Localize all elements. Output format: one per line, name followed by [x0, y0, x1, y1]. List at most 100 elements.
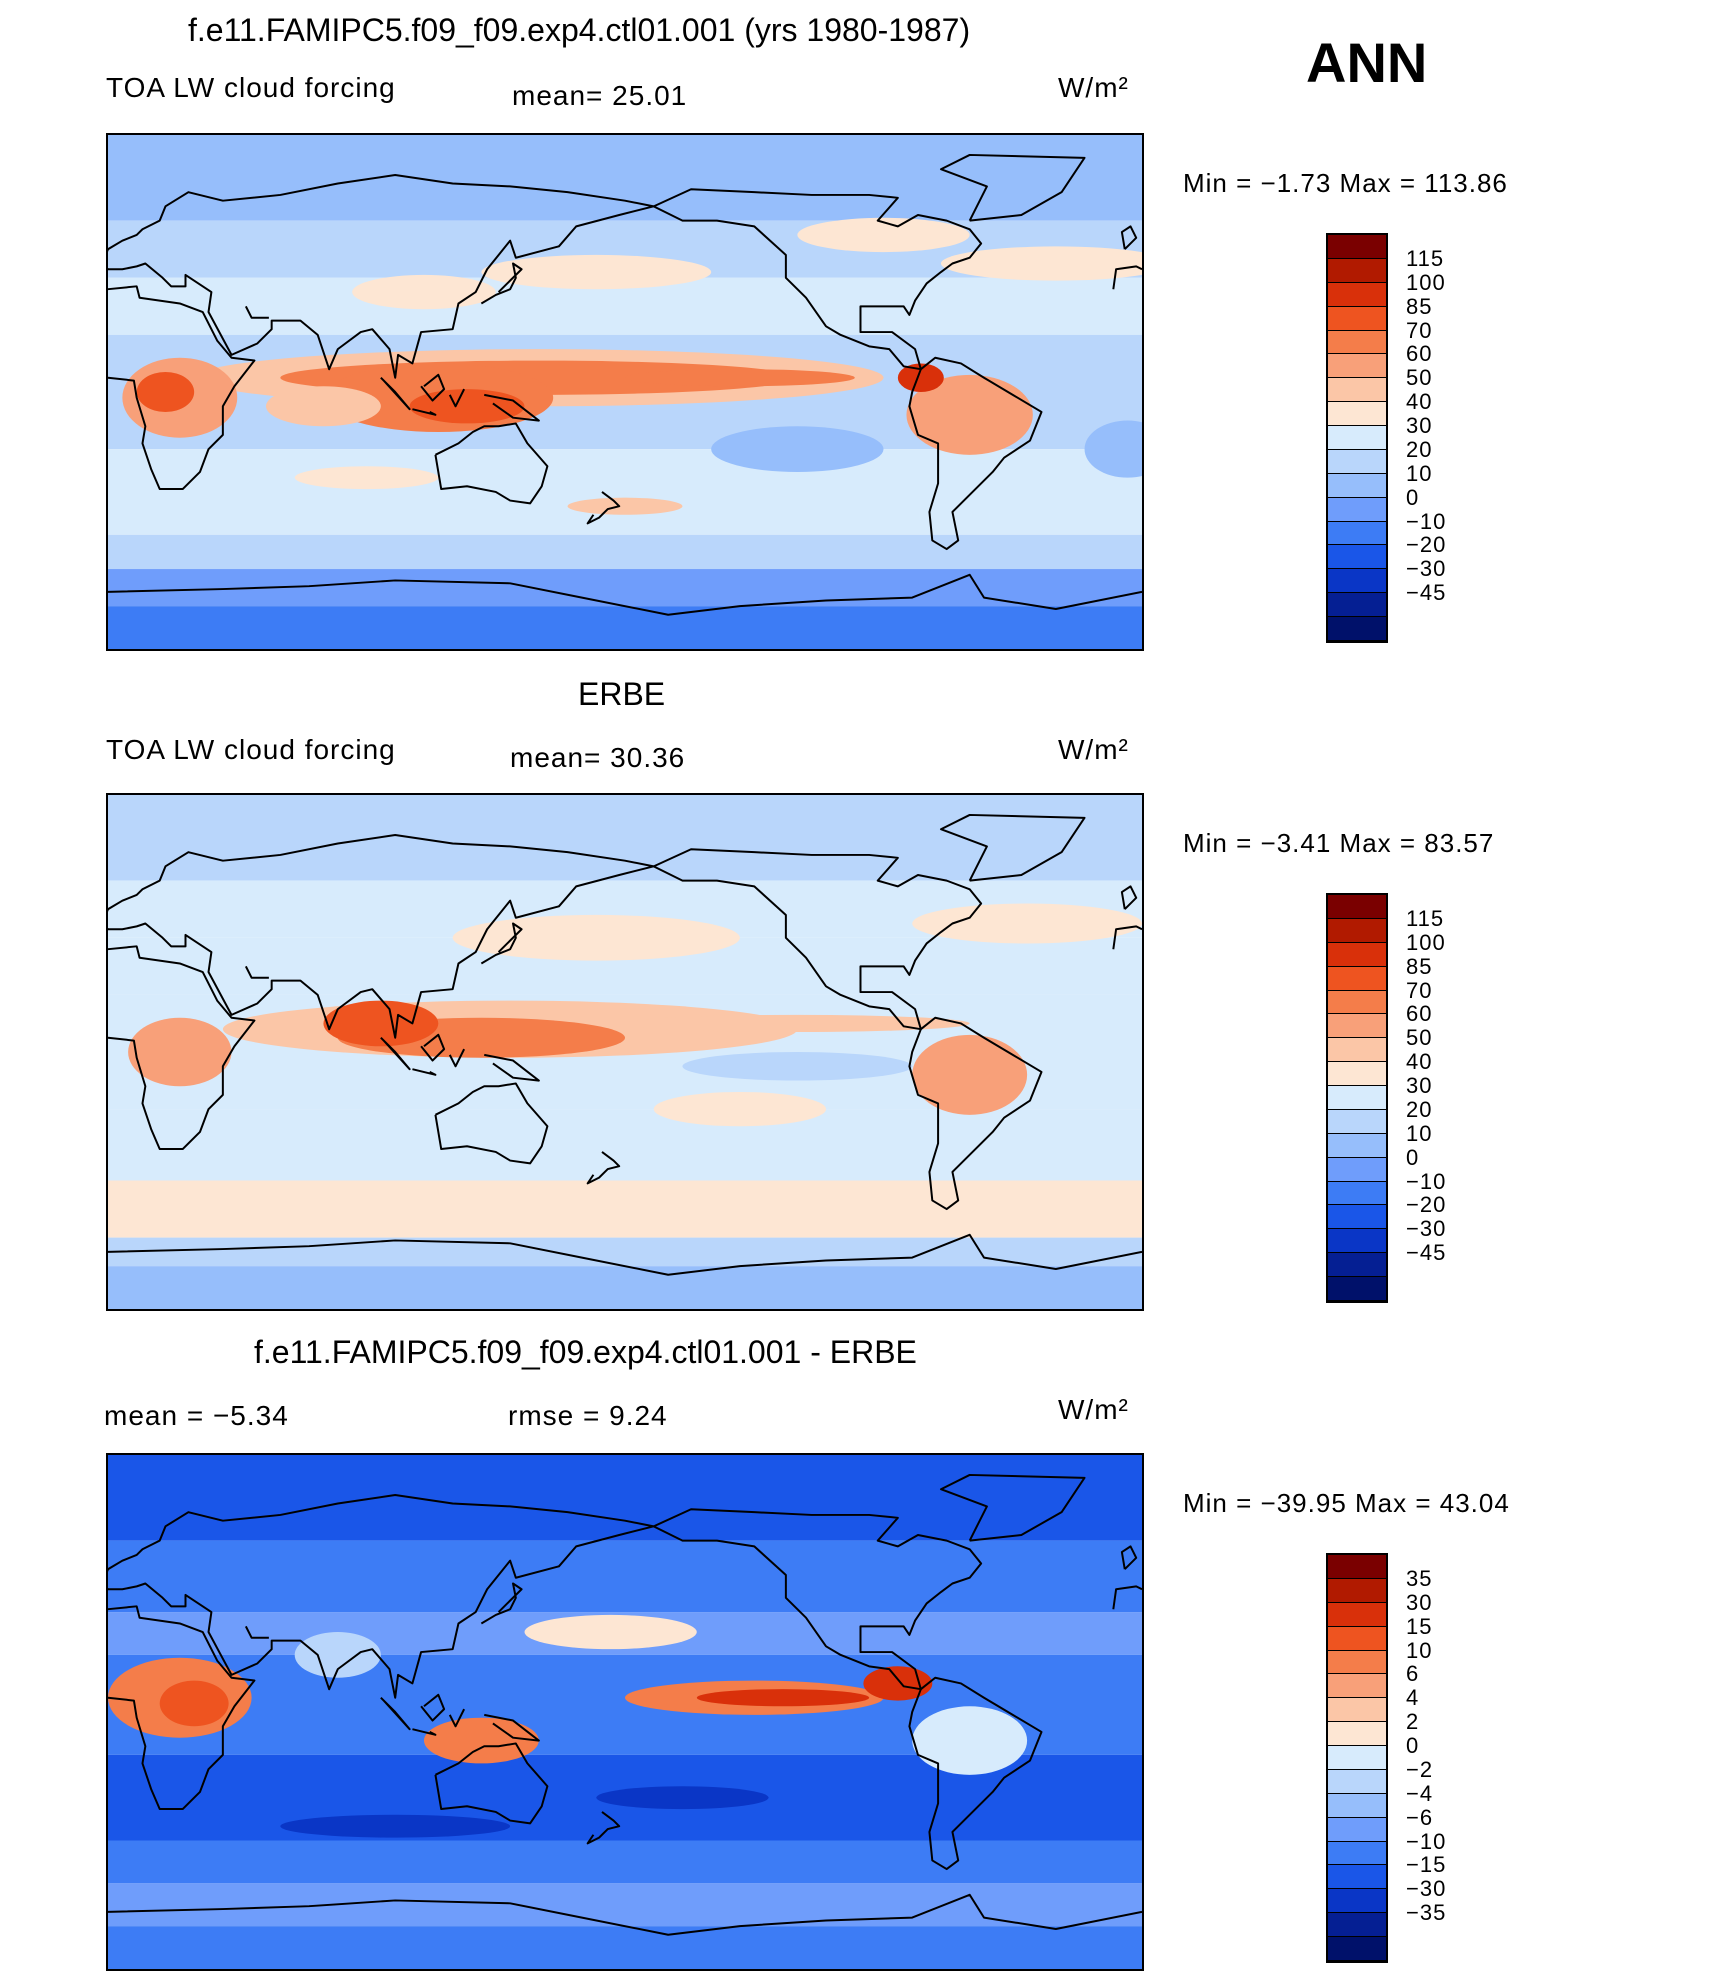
colorbar-swatch [1328, 473, 1386, 498]
colorbar-swatch [1328, 1014, 1386, 1039]
colorbar-swatch [1328, 990, 1386, 1015]
colorbar-tick-label: 50 [1406, 365, 1433, 391]
colorbar-tick-label: 60 [1406, 1001, 1433, 1027]
colorbar-tick-label: −10 [1406, 1828, 1447, 1854]
colorbar-tick-label: −30 [1406, 1876, 1447, 1902]
panel2-field-label: TOA LW cloud forcing [106, 734, 396, 765]
colorbar-swatch [1328, 1253, 1386, 1278]
colorbar-swatch [1328, 330, 1386, 355]
panel1-map-svg [108, 135, 1142, 649]
colorbar-tick-label: 6 [1406, 1661, 1420, 1687]
panel2-colorbar [1326, 893, 1388, 1303]
colorbar-tick-label: 50 [1406, 1025, 1433, 1051]
panel1-min-max: Min = −1.73 Max = 113.86 [1183, 168, 1508, 198]
colorbar-tick-label: 30 [1406, 413, 1433, 439]
colorbar-swatch [1328, 1626, 1386, 1651]
panel2-mean-label: mean= 30.36 [510, 742, 686, 773]
colorbar-swatch [1328, 1769, 1386, 1794]
panel2-map-svg [108, 795, 1142, 1309]
colorbar-swatch [1328, 1038, 1386, 1063]
season-label: ANN [1306, 31, 1428, 94]
colorbar-tick-label: −15 [1406, 1852, 1447, 1878]
colorbar-tick-label: −45 [1406, 1240, 1447, 1266]
panel1-map [106, 133, 1144, 651]
panel3-map-svg [108, 1455, 1142, 1969]
panel1-mean-label: mean= 25.01 [512, 80, 688, 111]
colorbar-swatch [1328, 1277, 1386, 1301]
colorbar-swatch [1328, 918, 1386, 943]
colorbar-swatch [1328, 497, 1386, 522]
colorbar-swatch [1328, 1062, 1386, 1087]
panel3-map [106, 1453, 1144, 1971]
colorbar-tick-label: −2 [1406, 1756, 1434, 1782]
panel2-title: ERBE [578, 676, 666, 712]
colorbar-swatch [1328, 1602, 1386, 1627]
colorbar-tick-label: 70 [1406, 977, 1433, 1003]
panel3-rmse-label: rmse = 9.24 [508, 1400, 668, 1431]
colorbar-swatch [1328, 895, 1386, 919]
colorbar-swatch [1328, 426, 1386, 450]
colorbar-swatch [1328, 1793, 1386, 1818]
colorbar-tick-label: 30 [1406, 1073, 1433, 1099]
colorbar-tick-label: 85 [1406, 953, 1433, 979]
colorbar-tick-label: 85 [1406, 293, 1433, 319]
colorbar-tick-label: −4 [1406, 1780, 1434, 1806]
colorbar-swatch [1328, 569, 1386, 594]
colorbar-tick-label: −20 [1406, 532, 1447, 558]
colorbar-swatch [1328, 966, 1386, 991]
panel3-units-label: W/m² [1058, 1394, 1129, 1425]
colorbar-swatch [1328, 942, 1386, 967]
colorbar-swatch [1328, 1086, 1386, 1110]
colorbar-swatch [1328, 1698, 1386, 1723]
colorbar-swatch [1328, 1578, 1386, 1603]
colorbar-swatch [1328, 1746, 1386, 1770]
colorbar-tick-label: 0 [1406, 484, 1420, 510]
colorbar-swatch [1328, 1555, 1386, 1579]
panel3-min-max: Min = −39.95 Max = 43.04 [1183, 1488, 1510, 1518]
colorbar-swatch [1328, 1157, 1386, 1182]
colorbar-tick-label: 115 [1406, 905, 1445, 931]
colorbar-tick-label: 0 [1406, 1144, 1420, 1170]
colorbar-swatch [1328, 1722, 1386, 1747]
colorbar-swatch [1328, 1133, 1386, 1158]
colorbar-swatch [1328, 306, 1386, 331]
panel1-colorbar [1326, 233, 1388, 643]
colorbar-tick-label: −6 [1406, 1804, 1434, 1830]
panel2-map [106, 793, 1144, 1311]
colorbar-swatch [1328, 1841, 1386, 1866]
panel1-units-label: W/m² [1058, 72, 1129, 103]
colorbar-tick-label: −45 [1406, 580, 1447, 606]
colorbar-swatch [1328, 545, 1386, 570]
colorbar-tick-label: 60 [1406, 341, 1433, 367]
colorbar-tick-label: 100 [1406, 929, 1446, 955]
colorbar-tick-label: 115 [1406, 245, 1445, 271]
colorbar-swatch [1328, 1865, 1386, 1890]
colorbar-tick-label: 10 [1406, 1120, 1433, 1146]
colorbar-swatch [1328, 378, 1386, 403]
panel2-min-max: Min = −3.41 Max = 83.57 [1183, 828, 1495, 858]
colorbar-swatch [1328, 1889, 1386, 1914]
colorbar-tick-label: −30 [1406, 556, 1447, 582]
colorbar-swatch [1328, 449, 1386, 474]
colorbar-tick-label: 0 [1406, 1733, 1420, 1759]
colorbar-tick-label: −10 [1406, 508, 1447, 534]
colorbar-tick-label: 4 [1406, 1685, 1420, 1711]
colorbar-tick-label: 100 [1406, 269, 1446, 295]
colorbar-tick-label: 20 [1406, 1096, 1433, 1122]
colorbar-tick-label: 30 [1406, 1589, 1433, 1615]
colorbar-swatch [1328, 1674, 1386, 1699]
colorbar-swatch [1328, 258, 1386, 283]
colorbar-swatch [1328, 593, 1386, 618]
colorbar-swatch [1328, 354, 1386, 379]
colorbar-swatch [1328, 1181, 1386, 1206]
colorbar-swatch [1328, 617, 1386, 641]
colorbar-tick-label: 70 [1406, 317, 1433, 343]
colorbar-tick-label: 10 [1406, 460, 1433, 486]
colorbar-swatch [1328, 1937, 1386, 1961]
colorbar-swatch [1328, 282, 1386, 307]
panel3-mean-label: mean = −5.34 [104, 1400, 289, 1431]
colorbar-tick-label: 40 [1406, 1049, 1433, 1075]
panel3-title: f.e11.FAMIPC5.f09_f09.exp4.ctl01.001 - E… [254, 1334, 917, 1370]
colorbar-tick-label: −35 [1406, 1900, 1447, 1926]
colorbar-swatch [1328, 1817, 1386, 1842]
